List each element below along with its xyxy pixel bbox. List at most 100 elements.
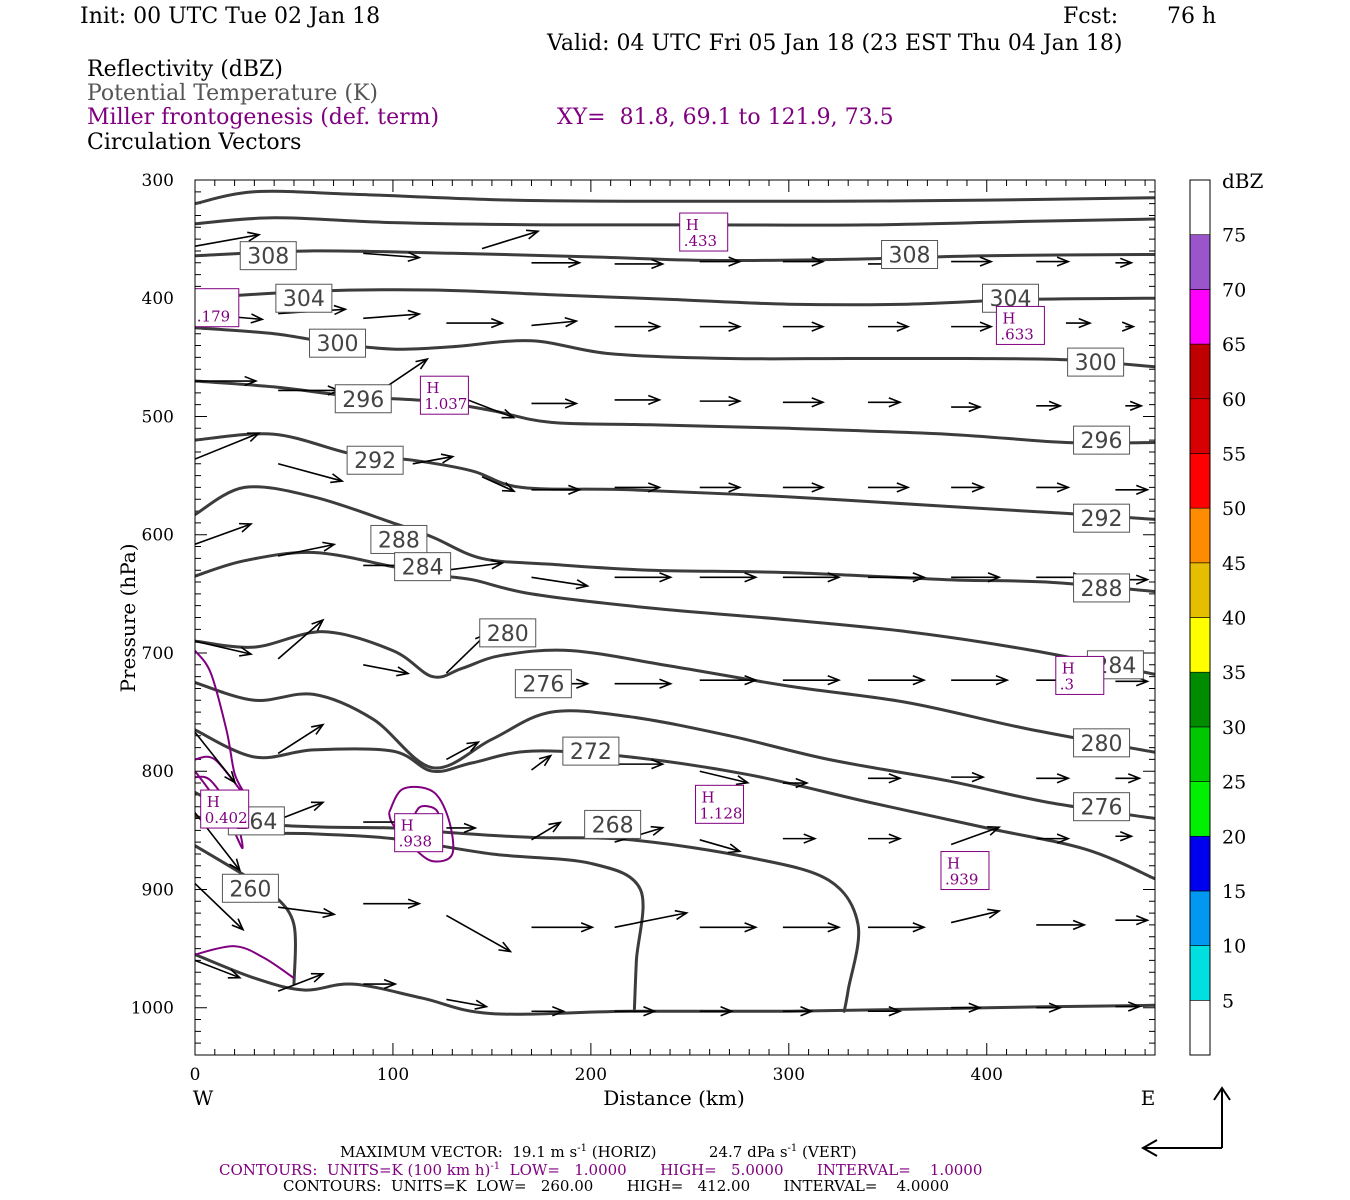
colorbar-band bbox=[1189, 562, 1211, 618]
legend-reflectivity: Reflectivity (dBZ) bbox=[87, 57, 283, 82]
circulation-vector bbox=[867, 922, 927, 933]
svg-text:.633: .633 bbox=[1000, 325, 1033, 343]
west-label: W bbox=[193, 1086, 214, 1110]
svg-text:280: 280 bbox=[487, 622, 529, 647]
circulation-vector bbox=[446, 317, 505, 329]
theta-contour-label: 280 bbox=[479, 618, 537, 648]
theta-contour-label: 308 bbox=[881, 239, 939, 269]
circulation-vector bbox=[1036, 400, 1063, 412]
colorbar-band bbox=[1189, 343, 1211, 400]
theta-contour-label: 288 bbox=[370, 524, 428, 554]
circulation-vector bbox=[782, 572, 842, 583]
circulation-vector bbox=[1036, 773, 1071, 784]
circulation-vector bbox=[614, 678, 673, 689]
theta-contour-label: 276 bbox=[1073, 792, 1131, 822]
circulation-vector bbox=[481, 229, 541, 250]
y-tick-label: 600 bbox=[142, 526, 174, 546]
svg-text:H: H bbox=[426, 379, 439, 397]
circulation-vector bbox=[782, 321, 826, 332]
colorbar-level-label: 15 bbox=[1222, 881, 1246, 903]
svg-text:H: H bbox=[401, 817, 414, 835]
colorbar-unit: dBZ bbox=[1222, 169, 1264, 193]
theta-contour-label: 260 bbox=[221, 873, 279, 903]
svg-text:296: 296 bbox=[1081, 429, 1123, 454]
colorbar-level-label: 65 bbox=[1222, 334, 1246, 356]
svg-text:.179: .179 bbox=[197, 308, 230, 326]
colorbar-band bbox=[1189, 835, 1211, 892]
colorbar-level-label: 30 bbox=[1222, 717, 1246, 739]
circulation-vector bbox=[951, 674, 1010, 686]
svg-text:292: 292 bbox=[354, 449, 396, 474]
colorbar-band bbox=[1189, 398, 1211, 454]
circulation-vector bbox=[531, 1006, 566, 1017]
svg-text:260: 260 bbox=[229, 877, 271, 902]
svg-text:304: 304 bbox=[283, 287, 325, 312]
colorbar-level-label: 70 bbox=[1222, 279, 1246, 301]
theta-contour-line bbox=[195, 432, 1155, 521]
legend-frontogenesis: Miller frontogenesis (def. term) bbox=[87, 105, 440, 130]
circulation-vector bbox=[531, 316, 579, 328]
init-time: Init: 00 UTC Tue 02 Jan 18 bbox=[80, 4, 381, 29]
svg-text:0.402: 0.402 bbox=[205, 809, 248, 827]
colorbar-band bbox=[1189, 289, 1211, 345]
circulation-vector bbox=[446, 741, 481, 761]
svg-text:280: 280 bbox=[1081, 732, 1123, 757]
circulation-vector bbox=[1121, 321, 1136, 332]
circulation-vector bbox=[1036, 256, 1071, 267]
svg-text:H: H bbox=[1062, 659, 1075, 677]
frontogenesis-max-label: H1.037 bbox=[419, 375, 469, 415]
circulation-vector bbox=[531, 922, 595, 933]
y-axis-title: Pressure (hPa) bbox=[116, 544, 140, 693]
frontogenesis-max-label: H.633 bbox=[995, 305, 1045, 345]
svg-text:284: 284 bbox=[402, 556, 444, 581]
y-tick-label: 500 bbox=[142, 407, 174, 427]
circulation-vector bbox=[446, 822, 478, 834]
svg-text:288: 288 bbox=[1081, 577, 1123, 602]
circulation-vector bbox=[699, 1006, 734, 1017]
theta-contour-line bbox=[195, 550, 1155, 676]
valid-time: Valid: 04 UTC Fri 05 Jan 18 (23 EST Thu … bbox=[547, 31, 1123, 56]
east-label: E bbox=[1141, 1086, 1156, 1110]
forecast-hour: 76 h bbox=[1167, 4, 1217, 29]
svg-text:308: 308 bbox=[247, 245, 289, 270]
frontogenesis-contour-line bbox=[195, 945, 295, 979]
theta-contour-label: 292 bbox=[346, 445, 404, 475]
x-axis-title: Distance (km) bbox=[603, 1086, 745, 1110]
circulation-vector bbox=[277, 972, 325, 992]
frontogenesis-labels: H.433.179 H.633H1.037H.3H0.402H1.128H.938… bbox=[195, 212, 1105, 891]
circulation-vector bbox=[782, 1006, 814, 1017]
theta-contour-label: 308 bbox=[239, 241, 297, 271]
circulation-vector bbox=[1115, 773, 1142, 784]
circulation-vector bbox=[1115, 484, 1150, 495]
circulation-vector bbox=[950, 826, 1002, 846]
circulation-vector bbox=[531, 576, 590, 590]
circulation-vector bbox=[1115, 915, 1150, 926]
circulation-vector bbox=[1036, 482, 1071, 493]
circulation-vector bbox=[531, 257, 582, 268]
circulation-vector bbox=[951, 482, 986, 493]
circulation-vector bbox=[614, 394, 662, 406]
circulation-vector bbox=[699, 256, 742, 267]
circulation-vector bbox=[867, 773, 903, 784]
circulation-vector bbox=[278, 906, 337, 919]
circulation-vector bbox=[412, 453, 455, 465]
svg-text:H: H bbox=[702, 788, 715, 806]
circulation-vector bbox=[782, 256, 826, 267]
theta-contour-line bbox=[195, 630, 1155, 754]
theta-contour-label: 272 bbox=[562, 736, 620, 766]
circulation-vector bbox=[1036, 833, 1071, 844]
colorbar-band bbox=[1189, 507, 1211, 564]
circulation-vector bbox=[195, 231, 262, 248]
theta-contour-line bbox=[195, 216, 1155, 227]
theta-contour-label: 276 bbox=[514, 669, 572, 699]
theta-contour-label: 292 bbox=[1073, 503, 1131, 533]
circulation-vector bbox=[699, 922, 758, 933]
circulation-vector bbox=[363, 978, 398, 990]
circulation-vector bbox=[277, 463, 345, 484]
svg-text:H: H bbox=[686, 216, 699, 234]
circulation-vector bbox=[446, 998, 489, 1010]
frontogenesis-max-label: .179 bbox=[195, 288, 240, 328]
theta-contour-line bbox=[195, 728, 1155, 881]
theta-contour-label: 296 bbox=[334, 384, 392, 414]
